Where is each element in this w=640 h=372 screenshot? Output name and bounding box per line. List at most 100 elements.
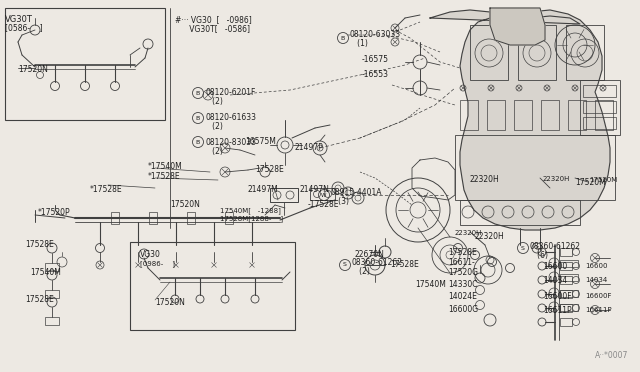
Bar [111,212,119,224]
Bar [560,274,578,281]
Bar [583,85,616,97]
Text: A··*0007: A··*0007 [595,351,628,360]
Text: 17520N: 17520N [155,298,185,307]
Bar [560,248,572,256]
Text: -17528E: -17528E [308,200,339,209]
Text: S: S [343,263,347,267]
Text: W: W [321,192,327,198]
Bar [130,242,295,330]
Text: (1): (1) [350,39,368,48]
Text: 14034: 14034 [543,276,567,285]
Text: 17528E: 17528E [390,260,419,269]
Text: 17540M[   -1288]: 17540M[ -1288] [220,207,281,214]
Text: 22670N: 22670N [355,250,385,259]
Text: VG30: VG30 [140,250,161,259]
Bar [560,262,572,270]
Text: 17528E: 17528E [448,248,477,257]
Bar [595,100,613,130]
Bar [470,25,508,80]
Bar [568,100,586,130]
Bar [541,100,559,130]
Text: 21497M: 21497M [248,185,279,194]
Text: 16600G: 16600G [448,305,478,314]
Bar [487,100,505,130]
Text: 17520N: 17520N [18,65,48,74]
Text: 17528E: 17528E [25,295,54,304]
Text: 22320H: 22320H [475,232,505,241]
Text: 08120-61633: 08120-61633 [205,113,256,122]
Text: [0986-    ]: [0986- ] [140,260,175,267]
Text: B: B [196,115,200,121]
Text: 21497P: 21497P [295,143,324,152]
Text: S: S [535,246,539,250]
Bar [270,188,298,202]
Text: 16600F: 16600F [543,292,572,301]
Bar [5,8,165,120]
Text: (2): (2) [205,97,223,106]
Bar [45,263,59,271]
Text: 22320H: 22320H [543,176,570,182]
Text: 17528M[1288-    ]: 17528M[1288- ] [220,215,283,222]
Text: 16600: 16600 [543,262,567,271]
Bar [560,260,578,267]
Text: 14024E: 14024E [448,292,477,301]
Bar [187,212,195,224]
Bar [514,100,532,130]
Bar [460,100,478,130]
Polygon shape [490,8,545,45]
Bar [460,200,580,225]
Bar [149,212,157,224]
Bar [580,80,620,135]
Text: 21497N: 21497N [300,185,330,194]
Bar [560,290,578,297]
Text: 17528E: 17528E [25,240,54,249]
Text: 08360-61262: 08360-61262 [352,258,403,267]
Text: (3): (3) [331,197,349,206]
Text: *17528E: *17528E [148,172,180,181]
Text: (2): (2) [205,122,223,131]
Text: (6): (6) [530,251,548,260]
Text: VG30T: VG30T [5,15,33,24]
Text: *17528E: *17528E [90,185,123,194]
Text: 22320H: 22320H [470,175,500,184]
Bar [560,304,572,312]
Polygon shape [430,10,610,230]
Bar [560,318,572,326]
Text: -16553: -16553 [362,70,389,79]
Text: B: B [341,35,345,41]
Bar [560,304,578,311]
Bar [45,317,59,325]
Text: 17520N: 17520N [170,200,200,209]
Text: 17520G: 17520G [448,268,478,277]
Text: #··· VG30  [   -0986]: #··· VG30 [ -0986] [175,15,252,24]
Text: VG30T[   -0586]: VG30T[ -0586] [175,24,250,33]
Text: B: B [196,140,200,144]
Text: 17520M: 17520M [589,177,617,183]
Text: 16600F: 16600F [585,293,611,299]
Bar [455,135,615,200]
Bar [583,101,616,113]
Text: 16575M: 16575M [245,137,276,146]
Text: 16611-: 16611- [448,258,475,267]
Text: 16611P: 16611P [585,307,612,313]
Text: B: B [196,90,200,96]
Text: 08915-4401A: 08915-4401A [331,188,383,197]
Bar [560,276,572,284]
Text: 08360-61262: 08360-61262 [530,242,581,251]
Bar [560,290,572,298]
Text: 16611P: 16611P [543,306,572,315]
Text: 14034: 14034 [585,277,607,283]
Bar [225,212,233,224]
Text: S: S [521,246,525,250]
Text: 17528E: 17528E [255,165,284,174]
Text: 08120-83033: 08120-83033 [205,138,256,147]
Text: (2): (2) [205,147,223,156]
Text: -16575: -16575 [362,55,389,64]
Text: *17540M: *17540M [148,162,183,171]
Text: 17520M: 17520M [575,178,605,187]
Text: 14330C: 14330C [448,280,477,289]
Text: 08120-6201F: 08120-6201F [205,88,255,97]
Bar [518,25,556,80]
Bar [583,117,616,129]
Bar [45,290,59,298]
